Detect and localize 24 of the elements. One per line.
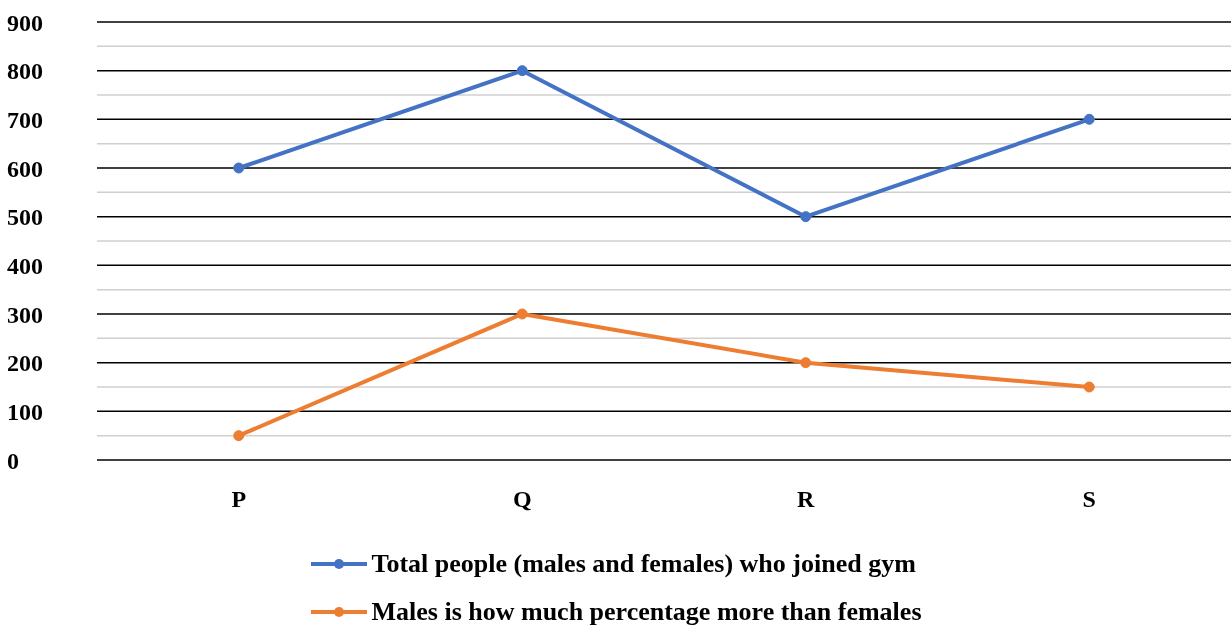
y-tick-label: 300 (7, 301, 43, 328)
y-tick-label: 100 (7, 398, 43, 425)
point (1083, 113, 1095, 125)
y-tick-label: 400 (7, 252, 43, 279)
y-tick-label: 800 (7, 58, 43, 85)
point (516, 308, 528, 320)
legend-label: Males is how much percentage more than females (371, 597, 922, 627)
x-tick-label: Q (512, 486, 532, 513)
legend-label: Total people (males and females) who joined gym (371, 549, 916, 579)
point (800, 211, 812, 223)
point (516, 65, 528, 77)
point (233, 162, 245, 174)
point (1083, 381, 1095, 393)
y-tick-label: 500 (7, 204, 43, 231)
y-tick-label: 900 (7, 9, 43, 36)
y-tick-label: 700 (7, 106, 43, 133)
point (800, 357, 812, 369)
y-tick-label: 600 (7, 155, 43, 182)
x-tick-label: R (797, 486, 816, 513)
point (233, 430, 245, 442)
y-tick-label: 0 (7, 447, 19, 474)
y-tick-label: 200 (7, 350, 43, 377)
x-tick-label: S (1082, 486, 1096, 513)
x-tick-label: P (231, 486, 247, 513)
